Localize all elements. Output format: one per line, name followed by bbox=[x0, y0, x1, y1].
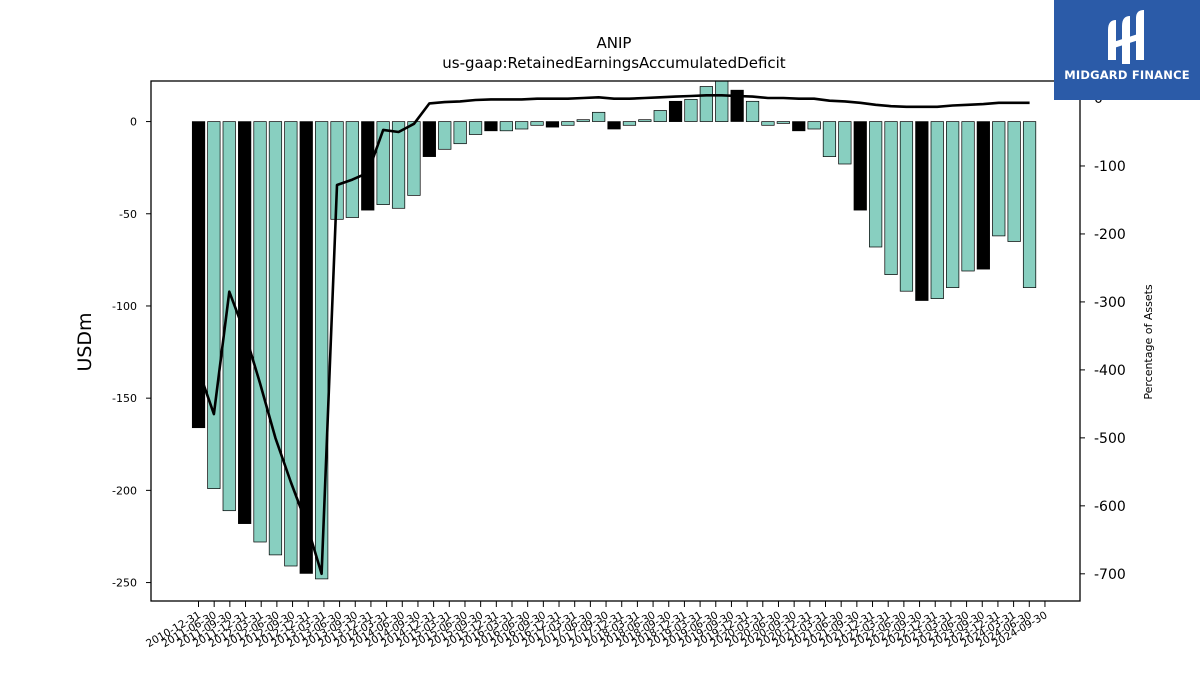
bar bbox=[976, 121, 990, 270]
bar bbox=[653, 110, 667, 122]
y2-tick-label: -500 bbox=[1094, 431, 1126, 447]
bar bbox=[592, 111, 606, 122]
chart-subtitle: us-gaap:RetainedEarningsAccumulatedDefic… bbox=[442, 54, 786, 72]
bar bbox=[899, 121, 914, 292]
bar bbox=[515, 121, 529, 130]
bar bbox=[253, 121, 267, 543]
bar bbox=[238, 121, 252, 524]
brand-name: MIDGARD FINANCE bbox=[1064, 68, 1190, 82]
y2-tick-label: -200 bbox=[1094, 227, 1126, 243]
bar bbox=[453, 121, 467, 145]
bar bbox=[391, 121, 406, 209]
bar bbox=[1007, 121, 1021, 242]
y2-axis-ticks: 0-100-200-300-400-500-600-700 bbox=[1080, 91, 1126, 583]
logo-icon bbox=[1108, 10, 1144, 64]
bar bbox=[268, 121, 283, 556]
y-tick-label: -250 bbox=[112, 577, 137, 590]
y-axis-ticks: 0 -50 -100 -150 -200 -250 bbox=[112, 116, 151, 590]
bar bbox=[776, 121, 790, 124]
bar bbox=[807, 121, 821, 130]
y2-axis-label: Percentage of Assets bbox=[1142, 284, 1155, 400]
y2-tick-label: -700 bbox=[1094, 567, 1126, 583]
chart-title: ANIP bbox=[597, 34, 632, 52]
y-tick-label: -50 bbox=[119, 208, 137, 221]
bar bbox=[315, 121, 329, 580]
bar bbox=[869, 121, 883, 248]
bar bbox=[622, 121, 637, 126]
bar bbox=[468, 121, 483, 135]
y-tick-label: 0 bbox=[130, 116, 137, 129]
y-tick-label: -150 bbox=[112, 392, 137, 405]
bar bbox=[961, 121, 975, 272]
bar bbox=[715, 80, 729, 122]
bar bbox=[299, 121, 313, 574]
bar bbox=[207, 121, 221, 489]
line-series bbox=[197, 94, 1030, 576]
series-line bbox=[197, 94, 1030, 576]
bar bbox=[838, 121, 852, 165]
bar bbox=[946, 121, 960, 288]
bar bbox=[361, 121, 375, 211]
bar bbox=[761, 121, 775, 126]
bar bbox=[638, 119, 652, 122]
bar bbox=[499, 121, 513, 132]
bar bbox=[191, 121, 206, 429]
bar bbox=[884, 121, 898, 275]
bar bbox=[484, 121, 498, 132]
bar bbox=[438, 121, 452, 150]
x-axis-ticks: 2010-12-312011-06-302011-09-302011-12-31… bbox=[144, 601, 1050, 650]
bar bbox=[530, 121, 544, 126]
y-axis-label: USDm bbox=[74, 312, 96, 371]
bar bbox=[668, 100, 683, 122]
bar bbox=[699, 86, 713, 122]
bar bbox=[376, 121, 390, 205]
bar bbox=[607, 121, 621, 130]
bar bbox=[684, 99, 698, 122]
bar bbox=[330, 121, 344, 220]
bar bbox=[284, 121, 298, 567]
bar bbox=[422, 121, 436, 157]
y2-tick-label: -300 bbox=[1094, 295, 1126, 311]
bar bbox=[222, 121, 236, 512]
bar bbox=[576, 119, 590, 122]
y-tick-label: -200 bbox=[112, 484, 137, 497]
bar bbox=[745, 100, 760, 122]
bar bbox=[1022, 121, 1037, 288]
bar bbox=[930, 121, 944, 299]
y-tick-label: -100 bbox=[112, 300, 137, 313]
bar bbox=[730, 89, 744, 122]
bar bbox=[545, 121, 560, 128]
plot-frame bbox=[150, 80, 1081, 602]
bar bbox=[792, 121, 806, 132]
bar bbox=[822, 121, 837, 157]
y2-tick-label: -100 bbox=[1094, 159, 1126, 175]
bar-series bbox=[191, 80, 1037, 580]
y2-tick-label: -600 bbox=[1094, 499, 1126, 515]
bar bbox=[345, 121, 359, 218]
y2-tick-label: -400 bbox=[1094, 363, 1126, 379]
bar bbox=[407, 121, 421, 196]
brand-logo: MIDGARD FINANCE bbox=[1054, 0, 1200, 100]
bar bbox=[853, 121, 867, 211]
bar bbox=[915, 121, 929, 301]
bar bbox=[561, 121, 575, 126]
bar bbox=[992, 121, 1006, 237]
